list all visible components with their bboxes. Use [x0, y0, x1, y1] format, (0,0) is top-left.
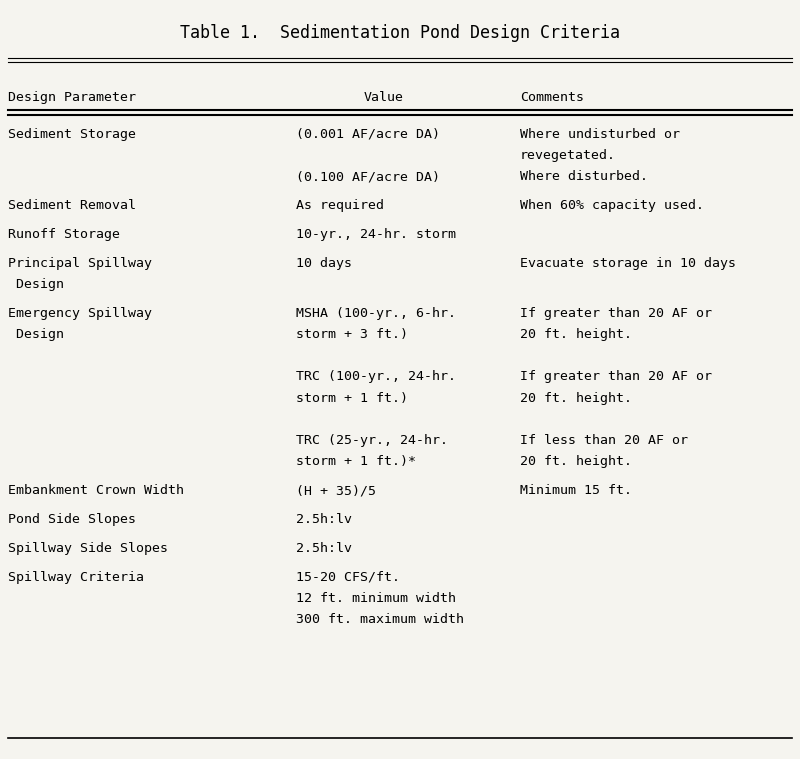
Text: revegetated.: revegetated. [520, 149, 616, 162]
Text: storm + 1 ft.)*: storm + 1 ft.)* [296, 455, 416, 468]
Text: TRC (100-yr., 24-hr.: TRC (100-yr., 24-hr. [296, 370, 456, 383]
Text: 10 days: 10 days [296, 257, 352, 269]
Text: 20 ft. height.: 20 ft. height. [520, 392, 632, 405]
Text: 20 ft. height.: 20 ft. height. [520, 455, 632, 468]
Text: Spillway Criteria: Spillway Criteria [8, 571, 144, 584]
Text: Spillway Side Slopes: Spillway Side Slopes [8, 542, 168, 555]
Text: Design: Design [8, 328, 64, 341]
Text: 12 ft. minimum width: 12 ft. minimum width [296, 592, 456, 605]
Text: When 60% capacity used.: When 60% capacity used. [520, 199, 704, 212]
Text: Principal Spillway: Principal Spillway [8, 257, 152, 269]
Text: storm + 3 ft.): storm + 3 ft.) [296, 328, 408, 341]
Text: If greater than 20 AF or: If greater than 20 AF or [520, 370, 712, 383]
Text: Design Parameter: Design Parameter [8, 91, 136, 104]
Text: Sediment Storage: Sediment Storage [8, 128, 136, 140]
Text: MSHA (100-yr., 6-hr.: MSHA (100-yr., 6-hr. [296, 307, 456, 320]
Text: storm + 1 ft.): storm + 1 ft.) [296, 392, 408, 405]
Text: (H + 35)/5: (H + 35)/5 [296, 484, 376, 497]
Text: TRC (25-yr., 24-hr.: TRC (25-yr., 24-hr. [296, 434, 448, 447]
Text: Comments: Comments [520, 91, 584, 104]
Text: 20 ft. height.: 20 ft. height. [520, 328, 632, 341]
Text: (0.100 AF/acre DA): (0.100 AF/acre DA) [296, 170, 440, 183]
Text: Embankment Crown Width: Embankment Crown Width [8, 484, 184, 497]
Text: Design: Design [8, 278, 64, 291]
Text: Sediment Removal: Sediment Removal [8, 199, 136, 212]
Text: If greater than 20 AF or: If greater than 20 AF or [520, 307, 712, 320]
Text: Evacuate storage in 10 days: Evacuate storage in 10 days [520, 257, 736, 269]
Text: 10-yr., 24-hr. storm: 10-yr., 24-hr. storm [296, 228, 456, 241]
Text: Table 1.  Sedimentation Pond Design Criteria: Table 1. Sedimentation Pond Design Crite… [180, 24, 620, 43]
Text: (0.001 AF/acre DA): (0.001 AF/acre DA) [296, 128, 440, 140]
Text: If less than 20 AF or: If less than 20 AF or [520, 434, 688, 447]
Text: 15-20 CFS/ft.: 15-20 CFS/ft. [296, 571, 400, 584]
Text: 300 ft. maximum width: 300 ft. maximum width [296, 613, 464, 626]
Text: Where disturbed.: Where disturbed. [520, 170, 648, 183]
Text: As required: As required [296, 199, 384, 212]
Text: Emergency Spillway: Emergency Spillway [8, 307, 152, 320]
Text: Where undisturbed or: Where undisturbed or [520, 128, 680, 140]
Text: 2.5h:lv: 2.5h:lv [296, 542, 352, 555]
Text: Value: Value [364, 91, 404, 104]
Text: 2.5h:lv: 2.5h:lv [296, 513, 352, 526]
Text: Minimum 15 ft.: Minimum 15 ft. [520, 484, 632, 497]
Text: Runoff Storage: Runoff Storage [8, 228, 120, 241]
Text: Pond Side Slopes: Pond Side Slopes [8, 513, 136, 526]
